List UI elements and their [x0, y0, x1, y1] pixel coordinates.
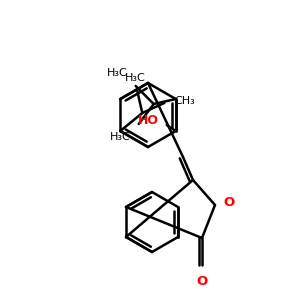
Text: H₃C: H₃C [125, 73, 146, 83]
Text: CH₃: CH₃ [174, 96, 195, 106]
Text: H₃C: H₃C [110, 132, 131, 142]
Text: O: O [223, 196, 234, 209]
Text: H₃C: H₃C [107, 68, 128, 78]
Text: HO: HO [138, 113, 159, 127]
Text: O: O [196, 275, 208, 288]
